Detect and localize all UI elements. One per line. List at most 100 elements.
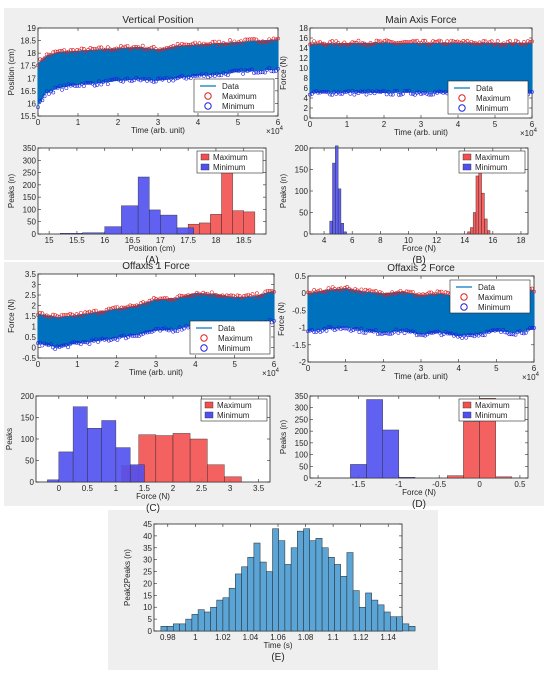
maximum-point — [88, 46, 93, 50]
minimum-point — [515, 330, 520, 334]
maximum-point — [160, 47, 165, 52]
maximum-point — [143, 47, 147, 52]
maximum-point — [459, 40, 464, 45]
maximum-point — [121, 305, 126, 310]
legend-entry: Minimum — [213, 163, 246, 172]
histogram-bar — [191, 614, 199, 632]
maximum-point — [217, 39, 221, 44]
data-series-band — [37, 39, 279, 106]
maximum-point — [184, 42, 189, 47]
maximum-point — [90, 46, 95, 51]
maximum-point — [53, 313, 58, 317]
minimum-point — [260, 70, 265, 75]
maximum-point — [138, 46, 143, 51]
minimum-point — [394, 88, 399, 93]
x-axis-label: Force (N) — [402, 488, 436, 497]
chart-title: Offaxis 2 Force — [387, 263, 455, 274]
maximum-point — [64, 50, 69, 55]
minimum-point — [360, 90, 365, 94]
maximum-point — [409, 39, 413, 44]
y-tick-label: 100 — [23, 205, 37, 214]
minimum-point — [493, 328, 497, 333]
legend-box — [189, 320, 271, 355]
minimum-point — [38, 98, 43, 103]
maximum-point — [151, 296, 156, 300]
maximum-point — [188, 293, 193, 298]
legend-maximum-swatch — [204, 92, 212, 100]
maximum-point — [75, 47, 80, 52]
minimum-point — [402, 88, 407, 93]
minimum-point — [380, 89, 385, 94]
x-exponent-base: ×10 — [262, 369, 276, 378]
minimum-point — [186, 75, 191, 80]
maximum-point — [312, 288, 317, 292]
minimum-point — [322, 89, 327, 94]
maximum-point — [42, 56, 47, 61]
minimum-point — [269, 69, 274, 74]
maximum-point — [357, 290, 362, 295]
maximum-point — [328, 288, 333, 293]
maximum-point — [530, 286, 534, 291]
minimum-point — [324, 328, 329, 333]
x-axis-label: Position (cm) — [129, 244, 176, 253]
legend-entry: Minimum — [217, 411, 250, 420]
minimum-point — [400, 91, 405, 96]
legend-maximum-swatch — [460, 293, 468, 301]
maximum-point — [139, 301, 143, 306]
minimum-point — [62, 83, 67, 88]
maximum-point — [239, 296, 244, 301]
maximum-point — [158, 296, 163, 301]
maximum-point — [96, 311, 100, 316]
maximum-point — [372, 41, 377, 46]
legend-entry: Maximum — [222, 92, 257, 101]
minimum-point — [66, 345, 70, 350]
maximum-point — [507, 39, 512, 43]
x-tick-label: 4 — [196, 118, 201, 127]
maximum-point — [81, 313, 85, 318]
maximum-point — [121, 45, 125, 50]
minimum-point — [169, 327, 173, 332]
maximum-point — [410, 289, 415, 294]
minimum-point — [249, 67, 254, 72]
y-tick-label: -2 — [299, 358, 307, 367]
maximum-point — [140, 43, 145, 48]
panel-caption: (B) — [412, 255, 425, 266]
x-tick-label: 5 — [494, 364, 499, 373]
minimum-point — [193, 74, 197, 78]
maximum-point — [404, 40, 409, 44]
maximum-point — [439, 289, 444, 294]
histogram-bar — [290, 547, 298, 632]
minimum-point — [59, 344, 64, 349]
minimum-point — [204, 72, 208, 77]
minimum-point — [42, 94, 47, 99]
maximum-point — [349, 288, 354, 293]
minimum-point — [239, 67, 243, 72]
y-axis-label: Peaks (n) — [7, 174, 16, 209]
maximum-point — [343, 286, 347, 290]
y-tick-label: 17.5 — [20, 62, 36, 71]
maximum-point — [386, 39, 391, 44]
histogram-bar — [487, 230, 491, 235]
minimum-point — [42, 341, 47, 346]
minimum-point — [188, 76, 193, 81]
maximum-point — [208, 42, 213, 46]
minimum-point — [175, 329, 180, 334]
maximum-point — [338, 42, 343, 47]
minimum-point — [130, 333, 135, 338]
x-tick-label: 2 — [382, 120, 387, 129]
maximum-point — [206, 42, 211, 47]
x-exponent-power: 4 — [276, 368, 280, 374]
x-tick-label: 4 — [193, 360, 198, 369]
x-tick-label: 3 — [154, 360, 159, 369]
histogram-bar — [340, 576, 348, 632]
maximum-point — [235, 293, 240, 298]
y-tick-label: 150 — [295, 166, 309, 175]
x-exponent-label: ×104 — [522, 372, 540, 382]
minimum-point — [530, 326, 534, 330]
maximum-point — [254, 291, 259, 296]
data-series-band — [309, 42, 533, 93]
histogram-bar — [228, 587, 236, 632]
